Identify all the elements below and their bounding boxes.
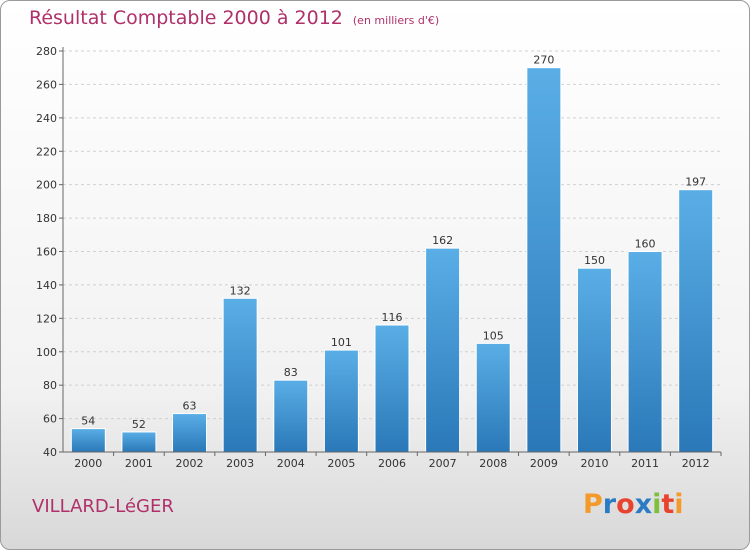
x-tick-label: 2007 xyxy=(429,457,457,470)
y-tick-label: 160 xyxy=(36,246,57,259)
y-tick-label: 140 xyxy=(36,279,57,292)
bars: 54 52 63 132 83 101 116 162 105 270 150 160 197 xyxy=(70,54,714,453)
chart-title: Résultat Comptable 2000 à 2012 (en millie… xyxy=(29,7,439,29)
bar-value-label: 101 xyxy=(331,336,352,349)
bar-value-label: 132 xyxy=(230,284,251,297)
x-tick-label: 2000 xyxy=(74,457,102,470)
logo-letter: P xyxy=(583,489,603,520)
bar-2007 xyxy=(425,247,461,453)
bar-value-label: 63 xyxy=(183,400,197,413)
bar-2006 xyxy=(374,324,410,453)
y-tick-label: 100 xyxy=(36,346,57,359)
x-tick-label: 2008 xyxy=(479,457,507,470)
y-tick-label: 80 xyxy=(43,379,57,392)
x-tick-label: 2005 xyxy=(327,457,355,470)
axes: 40 60 80 100 120 140 160 180 200 220 240 260 280 2000… xyxy=(36,45,722,470)
bar-2001 xyxy=(121,431,157,453)
x-tick-label: 2010 xyxy=(580,457,608,470)
logo-letter: x xyxy=(634,489,653,520)
y-tick-label: 200 xyxy=(36,179,57,192)
x-tick-label: 2012 xyxy=(682,457,710,470)
x-tick-label: 2006 xyxy=(378,457,406,470)
y-tick-label: 60 xyxy=(43,413,57,426)
logo-letter: i xyxy=(674,489,684,520)
bar-value-label: 160 xyxy=(635,238,656,251)
logo-letter: t xyxy=(661,489,675,520)
logo-letter: o xyxy=(616,489,635,520)
logo-letter: r xyxy=(602,489,617,520)
bar-value-label: 54 xyxy=(81,415,95,428)
y-tick-label: 280 xyxy=(36,45,57,58)
bar-2009 xyxy=(526,67,562,453)
y-tick-label: 40 xyxy=(43,446,57,459)
y-tick-label: 240 xyxy=(36,112,57,125)
x-tick-label: 2003 xyxy=(226,457,254,470)
bar-2003 xyxy=(222,297,258,453)
y-tick-label: 260 xyxy=(36,78,57,91)
title-text: Résultat Comptable 2000 à 2012 xyxy=(29,7,343,29)
bar-2005 xyxy=(323,349,359,453)
bar-value-label: 52 xyxy=(132,418,146,431)
x-tick-label: 2002 xyxy=(176,457,204,470)
bar-2002 xyxy=(172,413,208,453)
y-tick-label: 220 xyxy=(36,145,57,158)
x-tick-label: 2009 xyxy=(530,457,558,470)
x-tick-label: 2001 xyxy=(125,457,153,470)
bar-2012 xyxy=(678,189,714,453)
commune-name: VILLARD-LéGER xyxy=(32,496,174,517)
bar-2004 xyxy=(273,379,309,453)
x-tick-label: 2004 xyxy=(277,457,305,470)
x-tick-label: 2011 xyxy=(631,457,659,470)
bar-2000 xyxy=(70,428,106,453)
bar-value-label: 150 xyxy=(584,254,605,267)
bar-value-label: 116 xyxy=(382,311,403,324)
bar-2010 xyxy=(576,267,612,453)
title-unit: (en milliers d'€) xyxy=(352,14,440,27)
proxiti-logo: Proxiti xyxy=(583,489,684,520)
bar-value-label: 105 xyxy=(483,329,504,342)
bar-value-label: 270 xyxy=(533,54,554,67)
y-tick-label: 180 xyxy=(36,212,57,225)
bar-2008 xyxy=(475,342,511,453)
bar-2011 xyxy=(627,251,663,453)
logo-letter: i xyxy=(652,489,662,520)
y-tick-label: 120 xyxy=(36,312,57,325)
bar-value-label: 197 xyxy=(685,176,706,189)
bar-value-label: 162 xyxy=(432,234,453,247)
bar-value-label: 83 xyxy=(284,366,298,379)
